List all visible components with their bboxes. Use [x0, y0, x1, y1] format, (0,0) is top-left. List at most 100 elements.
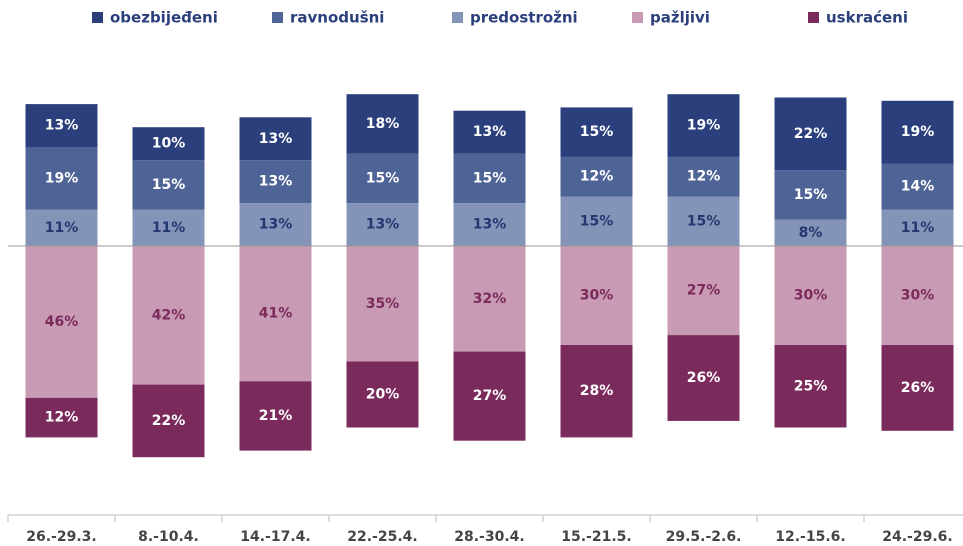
- bar-segment: [346, 361, 419, 428]
- bar-segment: [453, 246, 526, 352]
- data-label: 13%: [45, 118, 79, 134]
- data-label: 46%: [45, 314, 79, 330]
- bar-segment: [881, 246, 954, 345]
- bar-segment: [25, 397, 98, 438]
- bar-segment: [453, 110, 526, 154]
- data-label: 12%: [45, 410, 79, 426]
- data-label: 15%: [580, 124, 614, 140]
- x-tick-label: 12.-15.6.: [775, 529, 845, 545]
- bar-segment: [132, 127, 205, 161]
- data-label: 15%: [473, 170, 507, 186]
- bar-segment: [774, 219, 847, 246]
- bar-segment: [25, 209, 98, 246]
- data-label: 42%: [152, 307, 186, 323]
- data-label: 20%: [366, 387, 400, 403]
- x-tick-label: 22.-25.4.: [347, 529, 417, 545]
- legend-swatch: [452, 12, 463, 23]
- bar-segment: [346, 246, 419, 362]
- data-label: 26%: [687, 370, 721, 386]
- bar-segment: [132, 246, 205, 385]
- bar-segment: [453, 203, 526, 246]
- data-label: 25%: [794, 378, 828, 394]
- data-label: 15%: [366, 170, 400, 186]
- data-label: 15%: [687, 213, 721, 229]
- data-label: 30%: [901, 288, 935, 304]
- data-label: 12%: [687, 169, 721, 185]
- bar-segment: [667, 335, 740, 421]
- data-label: 11%: [901, 220, 935, 236]
- data-label: 18%: [366, 116, 400, 132]
- bar-segment: [774, 170, 847, 220]
- bar-segment: [239, 160, 312, 204]
- bar-segment: [774, 345, 847, 428]
- legend-label: obezbijeđeni: [110, 9, 218, 27]
- bar-segment: [25, 104, 98, 147]
- bar-segment: [881, 209, 954, 246]
- data-label: 13%: [259, 174, 293, 190]
- data-label: 11%: [152, 220, 186, 236]
- legend-label: ravnodušni: [290, 9, 384, 27]
- bar-segment: [239, 381, 312, 451]
- x-tick-label: 29.5.-2.6.: [666, 529, 742, 545]
- bar-segment: [774, 97, 847, 171]
- x-tick-label: 15.-21.5.: [561, 529, 631, 545]
- data-label: 35%: [366, 296, 400, 312]
- bar-segment: [132, 160, 205, 210]
- x-tick-label: 14.-17.4.: [240, 529, 310, 545]
- bar-segment: [346, 153, 419, 204]
- bar-segment: [239, 246, 312, 382]
- data-label: 32%: [473, 291, 507, 307]
- data-label: 30%: [580, 288, 614, 304]
- data-label: 13%: [473, 124, 507, 140]
- data-label: 21%: [259, 408, 293, 424]
- data-label: 12%: [580, 169, 614, 185]
- data-label: 10%: [152, 136, 186, 152]
- data-label: 30%: [794, 288, 828, 304]
- bar-segment: [453, 153, 526, 204]
- data-label: 11%: [45, 220, 79, 236]
- legend-label: predostrožni: [470, 9, 578, 27]
- data-label: 27%: [687, 283, 721, 299]
- data-label: 13%: [259, 131, 293, 147]
- legend-label: pažljivi: [650, 9, 710, 27]
- data-label: 15%: [580, 213, 614, 229]
- x-tick-label: 26.-29.3.: [26, 529, 96, 545]
- bar-segment: [346, 203, 419, 246]
- data-label: 28%: [580, 383, 614, 399]
- bar-segment: [132, 384, 205, 458]
- bar-segment: [25, 246, 98, 398]
- bar-segment: [453, 351, 526, 441]
- bar-segment: [667, 156, 740, 197]
- bar-segment: [560, 246, 633, 345]
- data-label: 27%: [473, 388, 507, 404]
- bar-segment: [560, 107, 633, 157]
- data-label: 15%: [152, 177, 186, 193]
- bar-segment: [667, 94, 740, 157]
- bar-segment: [346, 94, 419, 154]
- legend-swatch: [92, 12, 103, 23]
- x-tick-label: 28.-30.4.: [454, 529, 524, 545]
- data-label: 15%: [794, 187, 828, 203]
- bar-segment: [560, 345, 633, 438]
- data-label: 19%: [45, 170, 79, 186]
- bar-segment: [25, 147, 98, 210]
- x-tick-label: 8.-10.4.: [138, 529, 199, 545]
- legend-swatch: [808, 12, 819, 23]
- data-label: 41%: [259, 306, 293, 322]
- bar-segment: [560, 156, 633, 197]
- legend-label: uskraćeni: [826, 9, 908, 27]
- bar-segment: [774, 246, 847, 345]
- data-label: 26%: [901, 380, 935, 396]
- bar-segment: [881, 163, 954, 210]
- bar-segment: [881, 345, 954, 431]
- data-label: 14%: [901, 179, 935, 195]
- data-label: 13%: [366, 217, 400, 233]
- bar-segment: [667, 246, 740, 336]
- bar-segment: [881, 100, 954, 164]
- legend-swatch: [632, 12, 643, 23]
- bar-segment: [239, 203, 312, 246]
- bar-segment: [239, 117, 312, 161]
- bar-segment: [560, 196, 633, 246]
- data-label: 19%: [901, 124, 935, 140]
